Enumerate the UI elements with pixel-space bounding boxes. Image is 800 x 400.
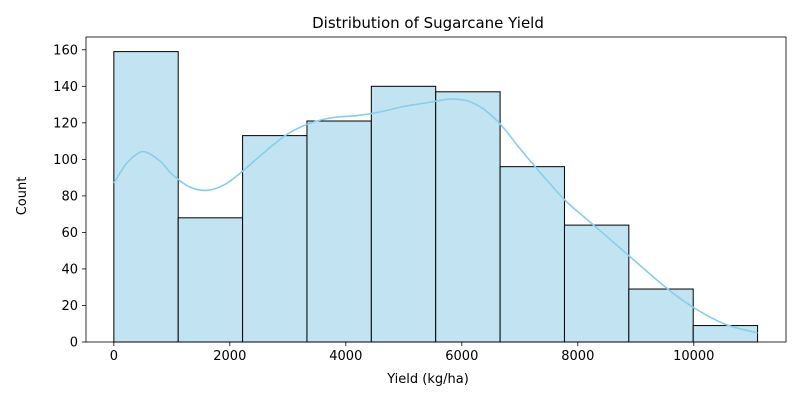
chart-title: Distribution of Sugarcane Yield	[312, 14, 544, 32]
y-tick-label: 60	[61, 226, 78, 241]
x-tick-label: 10000	[673, 349, 714, 364]
histogram-bar-8	[563, 224, 630, 343]
kde-line	[113, 98, 758, 334]
y-tick-label: 140	[53, 80, 78, 95]
y-tick-label: 80	[61, 189, 78, 204]
x-axis-label: Yield (kg/ha)	[386, 372, 469, 387]
histogram-bar-9	[628, 288, 694, 343]
bars-layer	[113, 51, 759, 343]
histogram-bar-5	[370, 85, 437, 343]
histogram-bar-10	[692, 325, 759, 343]
x-tick-label: 8000	[561, 349, 594, 364]
histogram-bar-3	[242, 135, 308, 343]
y-axis: 0 20 40 60 80 100 120 140 160	[53, 43, 86, 351]
x-tick-label: 4000	[329, 349, 362, 364]
x-tick-label: 0	[110, 349, 118, 364]
y-tick-label: 20	[61, 299, 78, 314]
x-axis: 0 2000 4000 6000 8000 10000	[110, 342, 714, 364]
histogram-bar-2	[177, 217, 244, 343]
y-axis-label: Count	[15, 177, 30, 216]
plot-frame	[85, 36, 787, 343]
x-tick-label: 6000	[445, 349, 478, 364]
histogram-bar-4	[306, 120, 372, 343]
y-tick-label: 100	[53, 153, 78, 168]
y-tick-label: 160	[53, 43, 78, 58]
y-tick-label: 0	[70, 336, 78, 351]
histogram-bar-1	[113, 51, 179, 343]
y-tick-label: 40	[61, 262, 78, 277]
histogram-bar-7	[499, 166, 565, 343]
histogram-bar-6	[435, 91, 501, 343]
x-tick-label: 2000	[213, 349, 246, 364]
y-tick-label: 120	[53, 116, 78, 131]
